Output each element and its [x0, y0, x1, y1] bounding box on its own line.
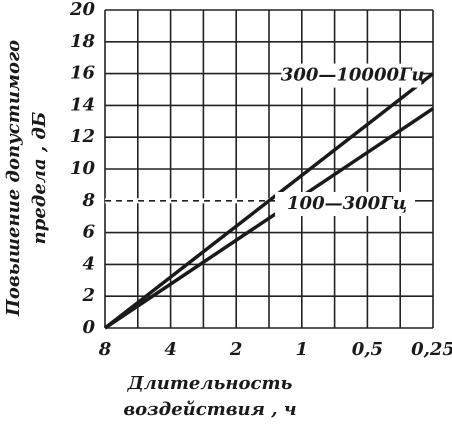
y-tick-label: 10: [70, 158, 96, 179]
y-tick-label: 14: [70, 94, 95, 115]
y-axis-label: предела , дБ: [29, 112, 50, 245]
x-tick-label: 1: [296, 339, 309, 360]
data-line: [103, 72, 435, 330]
x-axis-label: воздействия , ч: [123, 399, 296, 420]
x-tick-label: 0,5: [352, 339, 383, 360]
y-tick-label: 0: [82, 317, 95, 338]
y-tick-label: 6: [82, 222, 95, 243]
x-tick-label: 8: [98, 339, 112, 360]
y-tick-label: 20: [69, 0, 96, 20]
y-tick-label: 8: [81, 190, 95, 211]
y-tick-label: 2: [81, 285, 95, 306]
label-bg: [281, 63, 422, 88]
y-tick-label: 4: [82, 253, 95, 274]
y-tick-label: 16: [70, 63, 96, 84]
x-tick-label: 2: [229, 339, 243, 360]
data-line: [104, 107, 434, 330]
series-label: 300—10000Гц: [281, 65, 426, 86]
x-tick-label: 4: [164, 339, 177, 360]
label-bg: [275, 191, 416, 216]
x-axis-label: Длительность: [127, 373, 293, 394]
x-tick-label: 0,25: [411, 339, 452, 360]
y-axis-label: Повышение допустимого: [3, 40, 24, 317]
y-tick-label: 18: [70, 31, 96, 52]
series-label: 100—300Гц: [287, 193, 407, 214]
y-tick-label: 12: [70, 126, 95, 147]
